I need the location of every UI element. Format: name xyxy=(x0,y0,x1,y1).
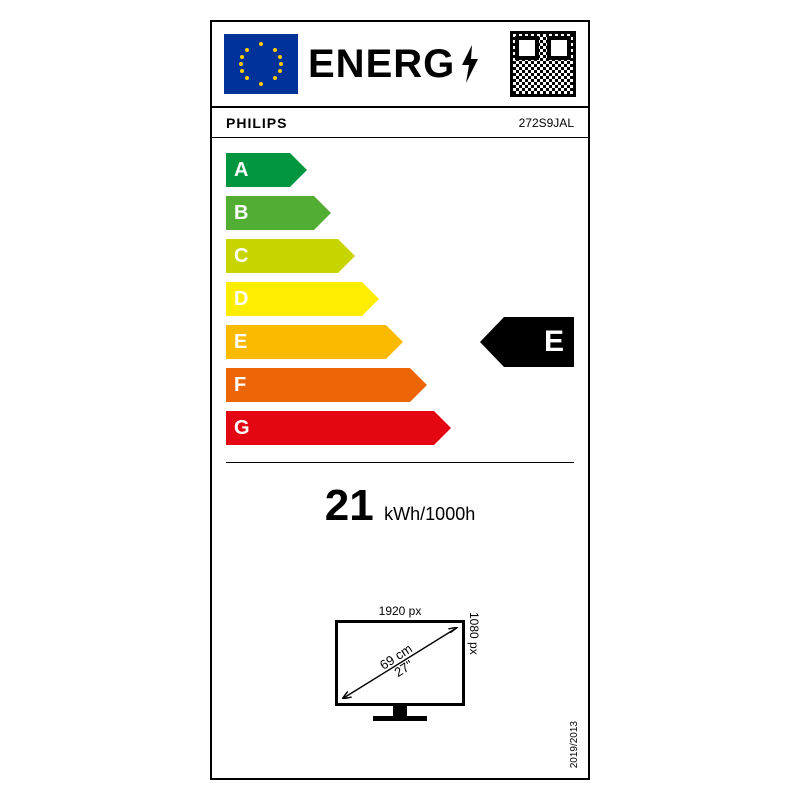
rating-letter-d: D xyxy=(234,279,248,319)
qr-code-icon xyxy=(510,31,576,97)
screen-icon: 69 cm 27" xyxy=(335,620,465,706)
rating-letter-f: F xyxy=(234,365,246,405)
rating-letter-c: C xyxy=(234,236,248,276)
rating-arrow-icon xyxy=(226,368,427,402)
regulation-number: 2019/2013 xyxy=(569,721,580,768)
rating-row-b: B xyxy=(226,193,486,233)
rating-arrow-icon xyxy=(226,411,451,445)
rating-letter-g: G xyxy=(234,408,250,448)
consumption-value: 21 xyxy=(325,481,374,531)
rating-scale: ABCDEFG xyxy=(226,150,486,451)
bolt-icon xyxy=(459,45,481,83)
rating-row-c: C xyxy=(226,236,486,276)
rating-row-g: G xyxy=(226,408,486,448)
brand-row: PHILIPS 272S9JAL xyxy=(212,108,588,138)
model-number: 272S9JAL xyxy=(519,116,574,130)
rating-letter-a: A xyxy=(234,150,248,190)
product-rating-letter: E xyxy=(544,317,564,367)
rating-row-a: A xyxy=(226,150,486,190)
consumption-unit: kWh/1000h xyxy=(384,504,475,525)
product-rating-arrow: E xyxy=(480,317,574,367)
rating-arrow-icon xyxy=(226,325,403,359)
monitor-pictogram: 1920 px 1080 px 69 cm 27" xyxy=(212,602,588,721)
header: ENERG xyxy=(212,22,588,108)
energy-title: ENERG xyxy=(298,42,510,87)
rating-letter-b: B xyxy=(234,193,248,233)
brand-name: PHILIPS xyxy=(226,115,287,131)
resolution-height: 1080 px xyxy=(467,612,481,655)
consumption-row: 21 kWh/1000h xyxy=(226,462,574,531)
rating-row-d: D xyxy=(226,279,486,319)
rating-row-e: E xyxy=(226,322,486,362)
rating-arrow-icon xyxy=(226,282,379,316)
rating-letter-e: E xyxy=(234,322,247,362)
energy-title-text: ENERG xyxy=(308,42,455,87)
eu-flag-icon xyxy=(224,34,298,94)
rating-row-f: F xyxy=(226,365,486,405)
energy-label: ENERG PHILIPS 272S9JAL ABCDEFG E 21 kWh/… xyxy=(210,20,590,780)
